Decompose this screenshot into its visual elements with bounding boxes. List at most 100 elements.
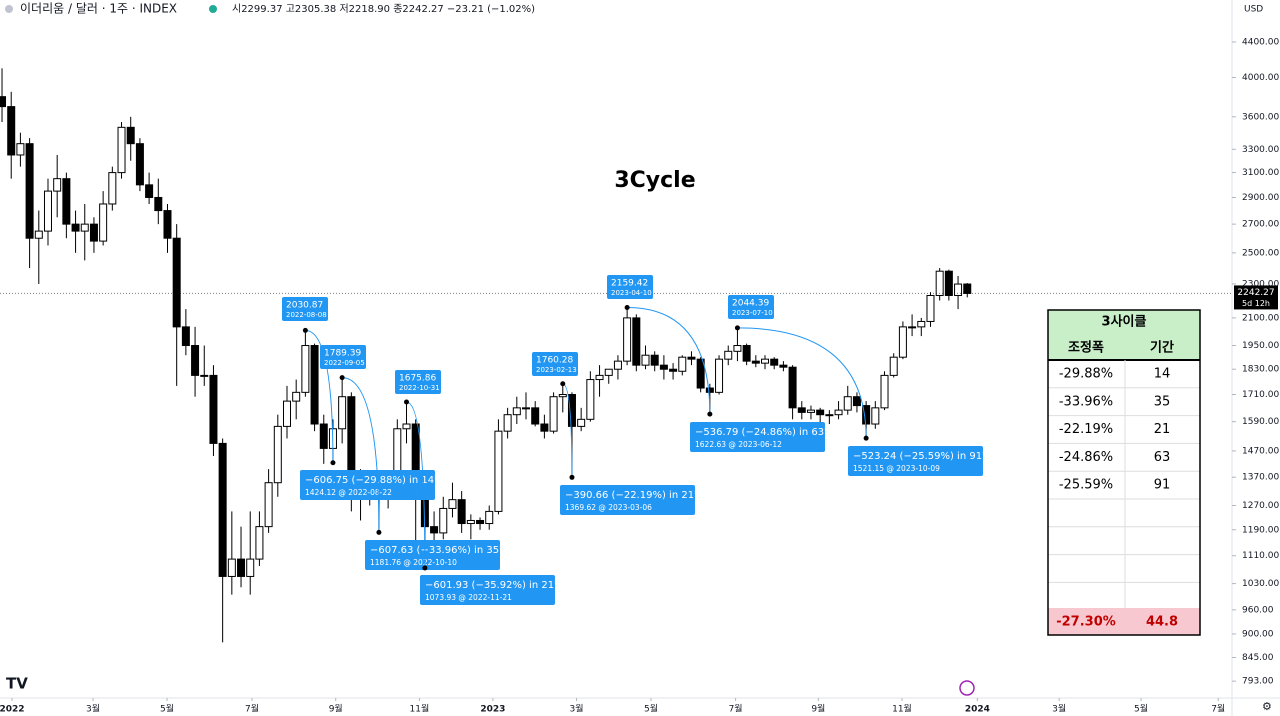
table-cell: -25.59% [1059, 478, 1113, 493]
y-tick-label: 1110.00 [1242, 551, 1279, 561]
y-tick-label: 2100.00 [1242, 313, 1279, 323]
candle-body [209, 374, 218, 444]
candle-body [191, 345, 200, 376]
candle-body [595, 374, 604, 381]
high-box [320, 345, 366, 369]
high-price: 2030.87 [286, 301, 323, 311]
low-dot [376, 529, 382, 535]
market-status [209, 5, 217, 13]
table-title: 3사이클 [1102, 314, 1147, 330]
y-tick-label: 1830.00 [1242, 365, 1279, 375]
event-icon[interactable] [959, 680, 975, 696]
candle-body [715, 358, 724, 393]
y-tick-label: 1470.00 [1242, 446, 1279, 456]
candle-body [788, 366, 797, 409]
candle-body [273, 425, 282, 484]
candle-body [751, 360, 760, 364]
table-cell: 91 [1154, 478, 1171, 493]
low-text: 1369.62 @ 2023-03-06 [565, 503, 652, 512]
candle-body [917, 320, 926, 328]
candle-body [494, 430, 503, 512]
y-tick-label: 3600.00 [1242, 112, 1279, 122]
y-tick-label: 4000.00 [1242, 73, 1279, 83]
candle-body [43, 190, 52, 232]
candle-body [402, 423, 411, 430]
candle-body [439, 507, 448, 534]
candle-body [724, 350, 733, 360]
table-cell: -24.86% [1059, 450, 1113, 465]
candle-body [53, 178, 62, 192]
symbol-name[interactable]: 이더리움 / 달러 · 1주 · INDEX [20, 2, 177, 16]
low-box [690, 422, 825, 452]
candle-body [108, 172, 117, 205]
candle-body [852, 396, 861, 407]
candle-body [145, 184, 154, 198]
settings-icon[interactable]: ⚙ [1262, 700, 1272, 713]
candle-body [650, 354, 659, 366]
table-footer-bg [1048, 608, 1200, 635]
candle-body [880, 374, 889, 409]
low-box [848, 446, 983, 476]
x-tick-label: 2024 [965, 705, 990, 715]
tv-logo[interactable]: TV [6, 675, 28, 693]
table-cell: -29.88% [1059, 367, 1113, 382]
candle-body [843, 396, 852, 411]
move-text: −601.93 (−35.92%) in 21날 [425, 579, 563, 591]
candle-body [834, 409, 843, 416]
ohlc: 시2299.37 고2305.38 저2218.90 종2242.27 −23.… [232, 3, 535, 15]
candle-body [779, 364, 788, 368]
candle-body [613, 360, 622, 370]
low-text: 1424.12 @ 2022-08-22 [305, 488, 392, 497]
high-date: 2023-07-10 [732, 309, 773, 317]
cycle-curve [342, 377, 380, 533]
cycle-curve [406, 401, 426, 569]
candle-body [135, 143, 144, 186]
candle-body [567, 394, 576, 427]
column-header: 조정폭 [1068, 340, 1104, 356]
table-cell: 63 [1154, 450, 1171, 465]
candle-body [540, 423, 549, 432]
move-text: −606.75 (−29.88%) in 14날 [305, 474, 443, 486]
x-tick-label: 9월 [811, 703, 825, 715]
x-tick-label: 2022 [0, 705, 25, 715]
countdown: 5d 12h [1242, 299, 1270, 308]
x-tick-label: 3월 [1052, 703, 1066, 715]
high-date: 2022-08-08 [286, 311, 327, 319]
last-price-tag [1234, 285, 1278, 310]
y-tick-label: 900.00 [1242, 629, 1274, 639]
candle-body [659, 364, 668, 370]
table-cell: -22.19% [1059, 422, 1113, 437]
candle-body [430, 526, 439, 534]
candle-body [669, 368, 678, 372]
high-date: 2023-04-10 [611, 289, 652, 297]
high-price: 2044.39 [732, 299, 769, 309]
y-tick-label: 1710.00 [1242, 390, 1279, 400]
x-tick-label: 7월 [1211, 703, 1225, 715]
candle-body [301, 345, 310, 393]
candle-body [80, 223, 89, 232]
high-price: 1760.28 [536, 356, 573, 366]
candle-body [531, 407, 540, 425]
candle-body [696, 358, 705, 389]
y-tick-label: 1590.00 [1242, 417, 1279, 427]
candle-body [935, 270, 944, 296]
table-cell: 21 [1154, 422, 1171, 437]
x-tick-label: 7월 [245, 703, 259, 715]
candle-body [512, 407, 521, 416]
high-price: 2159.42 [611, 279, 648, 289]
x-tick-label: 2023 [480, 705, 505, 715]
high-price: 1675.86 [399, 374, 436, 384]
candle-body [448, 499, 457, 509]
x-tick-label: 11월 [410, 703, 430, 715]
candle-body [549, 396, 558, 432]
candle-body [862, 405, 871, 425]
currency[interactable]: USD [1244, 5, 1263, 15]
candle-body [806, 409, 815, 413]
high-date: 2023-02-13 [536, 366, 577, 374]
low-box [365, 540, 500, 570]
candle-body [687, 356, 696, 360]
candle-body [71, 223, 80, 232]
candle-body [825, 414, 834, 417]
